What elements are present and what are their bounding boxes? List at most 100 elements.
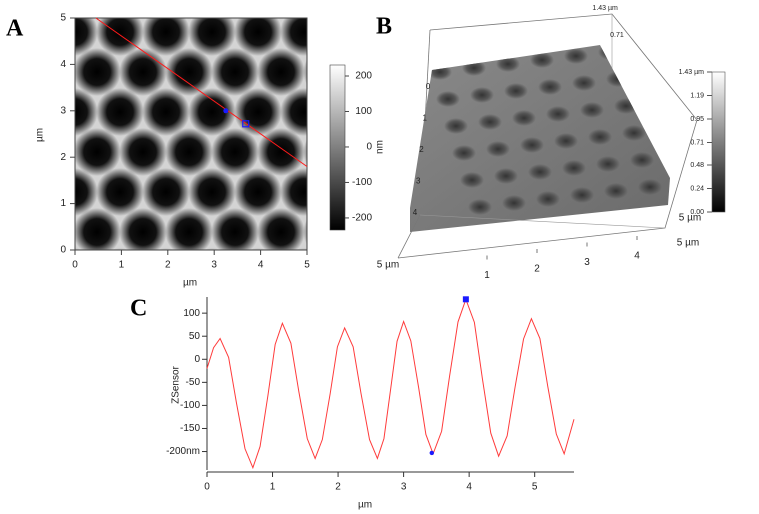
decor-bump (648, 94, 670, 110)
decor-hole (211, 0, 259, 16)
decor-bump (436, 91, 460, 107)
x-axis-label: µm (183, 278, 197, 289)
decor-bump (596, 156, 620, 172)
profile-curve (206, 297, 575, 470)
decor-hole (303, 218, 307, 246)
axis-end-label: 5 µm (677, 238, 699, 249)
colorbar-tick-label: 0.95 (690, 116, 704, 123)
decor-hole (234, 18, 282, 56)
y-tick-label: -200nm (166, 446, 200, 457)
colorbar-tick-label: 0.00 (690, 209, 704, 216)
decor-hole (211, 48, 259, 96)
decor-bump (656, 121, 670, 137)
y-tick-label: 1 (60, 198, 66, 209)
decor-hole (142, 18, 190, 56)
decor-hole (188, 18, 236, 56)
decor-bump (544, 218, 568, 232)
colorbar-tick-label: -200 (352, 213, 372, 224)
decor-hole (75, 18, 98, 56)
decor-bump (444, 118, 468, 134)
x-tick-label: 1 (119, 260, 125, 271)
decor-bump (614, 98, 638, 114)
decor-bump (536, 191, 560, 207)
x-tick-label: 2 (534, 264, 540, 275)
colorbar-tick-label: 0.24 (690, 185, 704, 192)
x-tick-label: 4 (466, 482, 472, 493)
decor-hole (165, 208, 213, 250)
decor-bump (494, 168, 518, 184)
decor-bump (462, 60, 486, 76)
decor-bump (528, 164, 552, 180)
cursor (429, 450, 434, 456)
y-axis-label: µm (35, 128, 46, 142)
panel-label: B (376, 14, 392, 40)
decor-hole (119, 48, 167, 96)
x-tick-label: 2 (335, 482, 341, 493)
decor-bump (622, 125, 646, 141)
decor-hole (119, 208, 167, 250)
colorbar-tick-label: 0 (366, 142, 372, 153)
x-axis-label: µm (358, 500, 372, 511)
decor-hole (27, 208, 75, 256)
decor-hole (257, 0, 305, 16)
colorbar-tick-label: 1.19 (690, 92, 704, 99)
decor-bump (538, 79, 562, 95)
decor-bump (640, 67, 664, 83)
z-tick-label: 0.71 (610, 32, 624, 39)
decor-hole (234, 168, 282, 216)
decor-bump (606, 71, 630, 87)
decor-hole (165, 48, 213, 96)
decor-bump (638, 179, 662, 195)
panel-label: A (6, 16, 24, 42)
decor-bump (486, 141, 510, 157)
axis-end-label: 5 µm (679, 213, 701, 224)
decor-hole (119, 128, 167, 176)
decor-hole (248, 248, 268, 250)
decor-hole (294, 248, 307, 250)
decor-bump (478, 114, 502, 130)
profile-line (95, 17, 308, 167)
colorbar-tick-label: 0.48 (690, 162, 704, 169)
decor-hole (188, 168, 236, 216)
decor-hole (280, 18, 307, 56)
x-tick-label: 5 (304, 260, 310, 271)
decor-bump (646, 206, 670, 222)
decor-hole (211, 128, 259, 176)
decor-hole (142, 168, 190, 216)
y-tick-label: 0 (60, 245, 66, 256)
x-tick-label: 1 (270, 482, 276, 493)
y-tick-label: -100 (180, 400, 200, 411)
y-tick-label: 2 (419, 145, 424, 154)
colorbar-label: nm (375, 140, 386, 154)
axis-end-label: 5 µm (377, 260, 399, 271)
decor-hole (75, 128, 121, 176)
decor-hole (326, 248, 374, 296)
decor-hole (257, 128, 305, 176)
y-tick-label: 50 (189, 331, 201, 342)
afm-image (27, 0, 374, 296)
x-tick-label: 0 (204, 482, 210, 493)
decor-bump (598, 45, 622, 60)
decor-bump (612, 210, 636, 226)
decor-hole (27, 0, 75, 16)
colorbar-tick-label: 1.43 µm (679, 69, 705, 76)
decor-hole (110, 248, 130, 250)
decor-hole (75, 48, 121, 96)
y-tick-label: -50 (186, 377, 201, 388)
colorbar (711, 71, 726, 213)
decor-bump (572, 75, 596, 91)
y-tick-label: 4 (60, 59, 66, 70)
decor-bump (604, 183, 628, 199)
x-tick-label: 4 (634, 251, 640, 262)
x-tick-label: 3 (211, 260, 217, 271)
x-tick-label: 5 (532, 482, 538, 493)
decor-hole (280, 88, 307, 136)
decor-hole (188, 88, 236, 136)
decor-bump (530, 52, 554, 68)
decor-bump (570, 187, 594, 203)
decor-hole (211, 208, 259, 250)
x-tick-label: 3 (401, 482, 407, 493)
decor-hole (257, 48, 305, 96)
x-tick-label: 0 (72, 260, 78, 271)
colorbar-tick-label: 200 (355, 71, 372, 82)
